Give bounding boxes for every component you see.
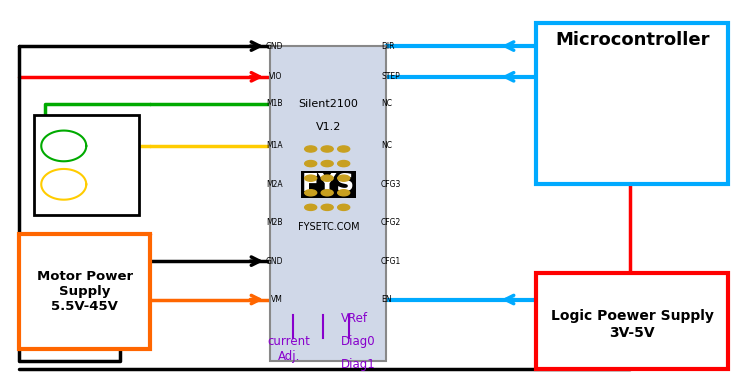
Text: Microcontroller: Microcontroller bbox=[555, 31, 710, 49]
Circle shape bbox=[321, 146, 333, 152]
Circle shape bbox=[321, 175, 333, 181]
Circle shape bbox=[338, 190, 350, 196]
Text: DIR: DIR bbox=[381, 41, 394, 51]
Circle shape bbox=[321, 161, 333, 167]
Circle shape bbox=[304, 175, 316, 181]
Circle shape bbox=[338, 161, 350, 167]
Circle shape bbox=[321, 190, 333, 196]
Text: M1A: M1A bbox=[266, 141, 283, 151]
Text: M2B: M2B bbox=[266, 218, 283, 227]
Text: STEP: STEP bbox=[381, 72, 400, 81]
Circle shape bbox=[321, 204, 333, 210]
Text: VIO: VIO bbox=[269, 72, 283, 81]
Text: Diag1: Diag1 bbox=[341, 358, 376, 371]
Text: NC: NC bbox=[381, 141, 392, 151]
Bar bbox=[270, 46, 386, 361]
Text: M2A: M2A bbox=[266, 180, 283, 189]
Text: CFG1: CFG1 bbox=[381, 257, 401, 266]
Text: NC: NC bbox=[381, 99, 392, 108]
Bar bbox=[536, 23, 728, 184]
Circle shape bbox=[338, 175, 350, 181]
Bar bbox=[536, 273, 728, 369]
Circle shape bbox=[304, 190, 316, 196]
Text: VM: VM bbox=[271, 295, 283, 304]
Circle shape bbox=[304, 161, 316, 167]
Text: VRef: VRef bbox=[341, 312, 368, 325]
Bar bbox=[34, 115, 139, 215]
Circle shape bbox=[304, 204, 316, 210]
Text: Logic Poewer Supply
3V-5V: Logic Poewer Supply 3V-5V bbox=[550, 310, 714, 339]
Text: GND: GND bbox=[266, 257, 283, 266]
Text: FYSETC.COM: FYSETC.COM bbox=[298, 222, 359, 232]
Text: FYS: FYS bbox=[302, 172, 355, 196]
Text: GND: GND bbox=[266, 41, 283, 51]
Circle shape bbox=[338, 146, 350, 152]
Text: M1B: M1B bbox=[266, 99, 283, 108]
Text: Motor Power
Supply
5.5V-45V: Motor Power Supply 5.5V-45V bbox=[37, 270, 133, 313]
Text: current
Adj.: current Adj. bbox=[267, 336, 310, 363]
Circle shape bbox=[304, 146, 316, 152]
Text: Silent2100: Silent2100 bbox=[298, 99, 358, 109]
Text: V1.2: V1.2 bbox=[316, 122, 341, 132]
Text: EN: EN bbox=[381, 295, 392, 304]
Circle shape bbox=[338, 204, 350, 210]
Text: CFG2: CFG2 bbox=[381, 218, 401, 227]
Text: CFG3: CFG3 bbox=[381, 180, 401, 189]
Text: Diag0: Diag0 bbox=[341, 335, 376, 348]
Bar bbox=[19, 234, 150, 349]
